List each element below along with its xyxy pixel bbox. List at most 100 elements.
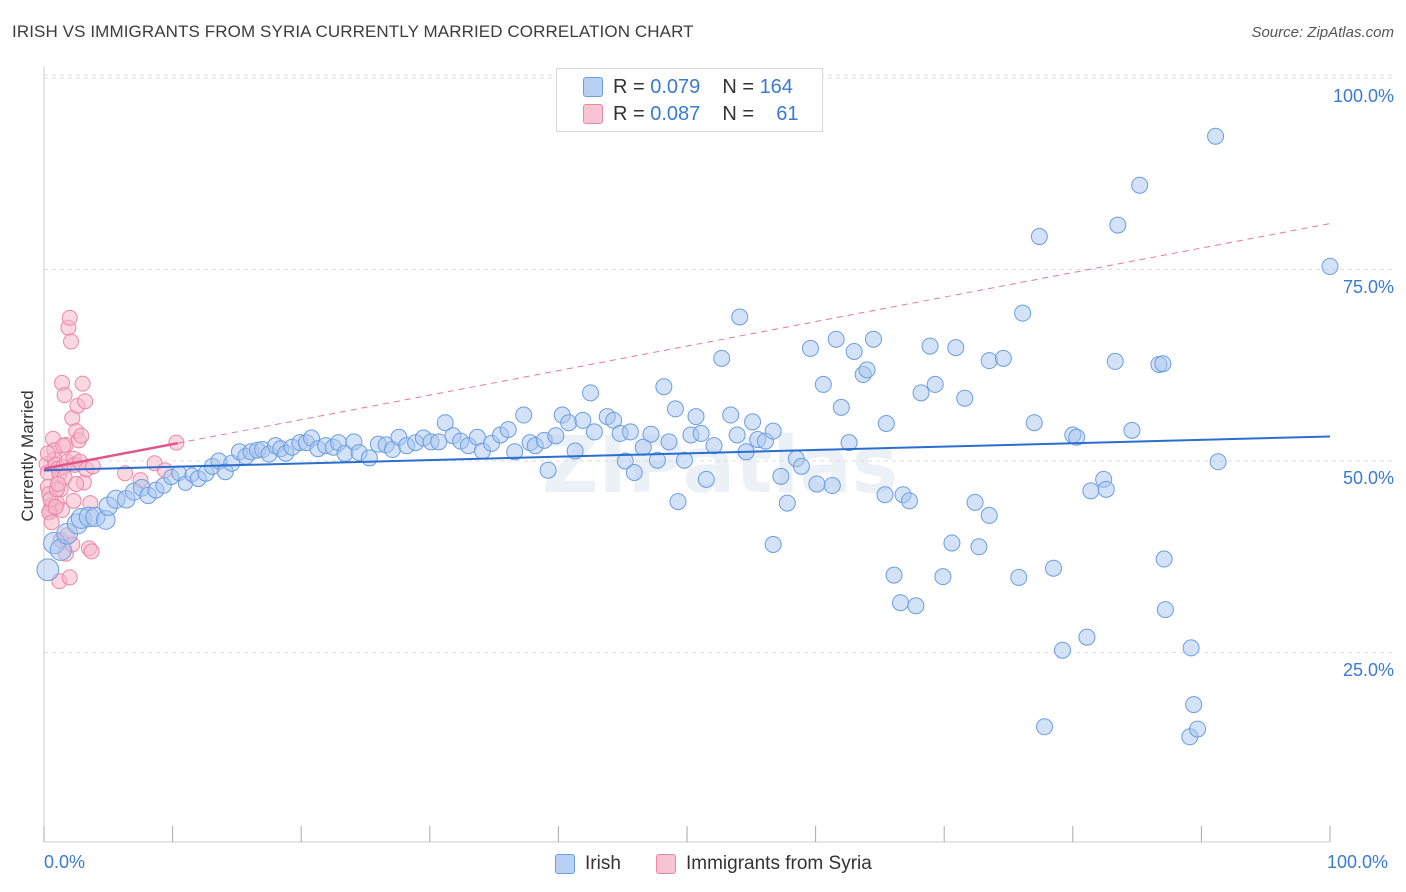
irish-point (772, 467, 790, 485)
irish-point (926, 375, 944, 393)
legend: R = 0.079 N = 164 R = 0.087 N = 61 (556, 68, 823, 132)
irish-point (934, 568, 952, 586)
irish-point (832, 398, 850, 416)
syria-point (39, 445, 56, 462)
irish-point (697, 470, 715, 488)
irish-point (616, 452, 634, 470)
irish-point (539, 461, 557, 479)
irish-point (1182, 639, 1200, 657)
irish-point (840, 434, 858, 452)
y-tick-label-25: 25.0% (1342, 660, 1394, 680)
irish-point (1045, 559, 1063, 577)
irish-point (808, 475, 826, 493)
syria-trend-line-projected (177, 223, 1331, 444)
irish-point (1025, 414, 1043, 432)
irish-series (36, 127, 1339, 746)
irish-point (430, 433, 448, 451)
irish-point (566, 442, 584, 460)
syria-point (55, 437, 72, 454)
irish-point (1185, 696, 1203, 714)
irish-point (912, 384, 930, 402)
irish-point (648, 451, 666, 469)
irish-point (574, 411, 592, 429)
irish-point (436, 414, 454, 432)
syria-point (74, 375, 91, 392)
irish-point (876, 486, 894, 504)
irish-point (778, 494, 796, 512)
syria-trend-line (43, 441, 178, 470)
irish-point (744, 413, 762, 431)
irish-point (980, 506, 998, 524)
irish-point (515, 406, 533, 424)
bottom-legend-swatch-irish (555, 854, 575, 874)
syria-point (61, 309, 78, 326)
irish-point (675, 451, 693, 469)
irish-point (1068, 428, 1086, 446)
irish-point (621, 423, 639, 441)
irish-point (970, 538, 988, 556)
irish-point (801, 339, 819, 357)
irish-point (1054, 641, 1072, 659)
legend-r-value: 0.087 (650, 102, 701, 125)
irish-point (1209, 453, 1227, 471)
irish-point (692, 424, 710, 442)
legend-r-label: R = (613, 75, 645, 98)
irish-point (814, 375, 832, 393)
irish-point (966, 493, 984, 511)
irish-point (1010, 568, 1028, 586)
irish-point (1106, 352, 1124, 370)
irish-point (585, 423, 603, 441)
syria-point (63, 333, 80, 350)
irish-point (891, 594, 909, 612)
irish-point (864, 330, 882, 348)
irish-point (823, 477, 841, 495)
irish-point (1014, 304, 1032, 322)
irish-point (1154, 355, 1172, 373)
chart-title: IRISH VS IMMIGRANTS FROM SYRIA CURRENTLY… (12, 22, 694, 41)
y-tick-label-75: 75.0% (1342, 277, 1394, 297)
bottom-legend-syria: Immigrants from Syria (656, 852, 872, 876)
legend-swatch-irish (583, 77, 603, 97)
irish-point (885, 566, 903, 584)
irish-point (827, 330, 845, 348)
irish-trend-line (43, 435, 1331, 472)
syria-point (83, 543, 100, 560)
legend-n-label: N = (722, 75, 754, 98)
irish-point (1078, 628, 1096, 646)
irish-point (1131, 176, 1149, 194)
irish-point (360, 449, 378, 467)
x-tick-label-max: 100.0% (1327, 852, 1389, 872)
irish-point (582, 384, 600, 402)
syria-point (56, 387, 73, 404)
bottom-legend-irish: Irish (555, 852, 621, 876)
legend-r-value: 0.079 (650, 75, 701, 98)
irish-point (705, 437, 723, 455)
irish-point (764, 535, 782, 553)
legend-n-label: N = (722, 102, 754, 125)
irish-point (956, 389, 974, 407)
legend-n-value: 164 (759, 75, 793, 98)
irish-point (728, 426, 746, 444)
irish-point (499, 421, 517, 439)
irish-point (1321, 257, 1339, 275)
y-axis-label: Currently Married (18, 390, 37, 522)
irish-point (1189, 720, 1207, 738)
irish-point (560, 414, 578, 432)
legend-row-syria: R = 0.087 N = 61 (583, 102, 798, 126)
irish-point (642, 425, 660, 443)
irish-point (877, 414, 895, 432)
irish-point (947, 339, 965, 357)
irish-point (921, 337, 939, 355)
x-tick-label-min: 0.0% (44, 852, 86, 872)
irish-point (687, 408, 705, 426)
irish-point (722, 406, 740, 424)
irish-point (1030, 228, 1048, 246)
irish-point (36, 558, 60, 582)
syria-point (61, 569, 78, 586)
bottom-legend-swatch-syria (656, 854, 676, 874)
bottom-legend-label-syria: Immigrants from Syria (686, 853, 872, 874)
irish-point (943, 534, 961, 552)
irish-point (792, 457, 810, 475)
legend-n-value: 61 (776, 102, 799, 125)
